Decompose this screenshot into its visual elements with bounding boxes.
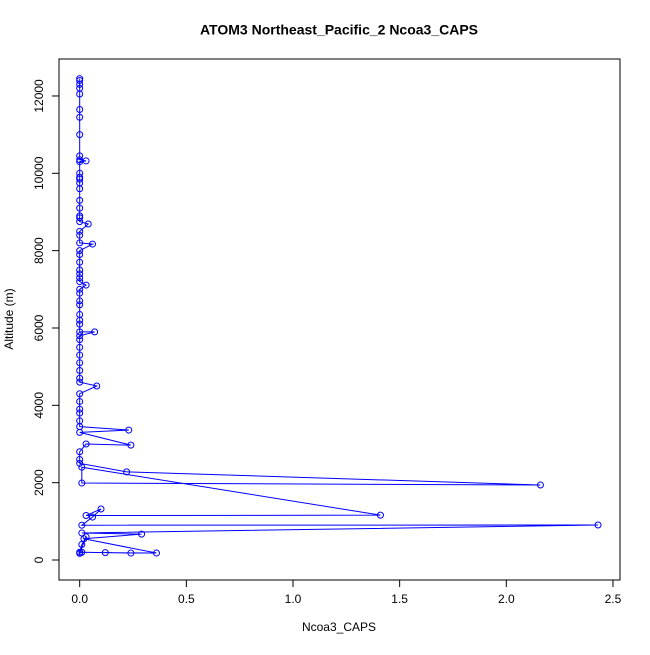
data-point [76,428,84,436]
data-point [76,239,84,247]
data-point [76,297,84,305]
data-point [76,106,84,114]
data-point [76,214,84,222]
data-point [78,463,86,471]
data-point [88,513,96,521]
data-point [76,378,84,386]
data-point [76,278,84,286]
data-point [76,455,84,463]
y-tick-label: 6000 [32,314,46,341]
data-point [76,266,84,274]
data-point [127,549,135,557]
data-point [76,77,84,85]
data-point [76,374,84,382]
y-tick-label: 8000 [32,237,46,264]
data-point [76,113,84,121]
data-point [76,185,84,193]
data-point [82,281,90,289]
x-axis-label: Ncoa3_CAPS [302,620,376,634]
data-point [78,529,86,537]
data-point [152,549,160,557]
data-point [76,274,84,282]
data-point [76,251,84,259]
data-point [76,227,84,235]
data-point [76,367,84,375]
data-point [127,441,135,449]
data-point [76,316,84,324]
data-point [76,175,84,183]
data-point [76,328,84,336]
chart-title: ATOM3 Northeast_Pacific_2 Ncoa3_CAPS [200,22,478,38]
data-point [76,131,84,139]
data-point [123,468,131,476]
data-point [78,479,86,487]
data-point [97,505,105,513]
data-point [93,382,101,390]
data-point [76,289,84,297]
data-point [76,397,84,405]
data-point [76,158,84,166]
x-tick-label: 2.5 [605,592,622,606]
data-point [76,90,84,98]
data-point [76,459,84,467]
data-point [76,196,84,204]
data-point [82,440,90,448]
data-point [76,359,84,367]
x-tick-label: 1.0 [285,592,302,606]
data-point [76,218,84,226]
data-point [76,448,84,456]
data-point [594,521,602,529]
data-point [76,258,84,266]
data-point [76,390,84,398]
data-point [376,511,384,519]
x-tick-label: 0.0 [71,592,88,606]
data-point [76,270,84,278]
data-point [76,247,84,255]
data-point [76,351,84,359]
data-point [125,426,133,434]
y-axis-label: Altitude (m) [2,288,16,349]
data-point [84,220,92,228]
data-point [82,512,90,520]
y-tick-label: 4000 [32,392,46,419]
data-point [80,535,88,543]
data-point [82,533,90,541]
data-point [76,336,84,344]
data-point [88,240,96,248]
y-tick-label: 10000 [32,156,46,190]
x-tick-label: 1.5 [391,592,408,606]
data-point [536,481,544,489]
data-point [76,156,84,164]
data-point [76,301,84,309]
data-point [76,409,84,417]
data-point [101,549,109,557]
data-point [76,80,84,88]
data-point [76,231,84,239]
data-point [76,343,84,351]
x-tick-label: 0.5 [178,592,195,606]
data-point [76,548,84,556]
data-point [76,320,84,328]
y-tick-label: 12000 [32,79,46,113]
y-tick-label: 0 [32,556,46,563]
data-point [78,521,86,529]
y-tick-label: 2000 [32,469,46,496]
data-point [138,530,146,538]
data-point [76,332,84,340]
data-point [76,204,84,212]
data-point [91,328,99,336]
data-point [76,405,84,413]
data-point [76,285,84,293]
plot-frame [58,58,621,581]
x-tick-label: 2.0 [498,592,515,606]
data-point [78,541,86,549]
